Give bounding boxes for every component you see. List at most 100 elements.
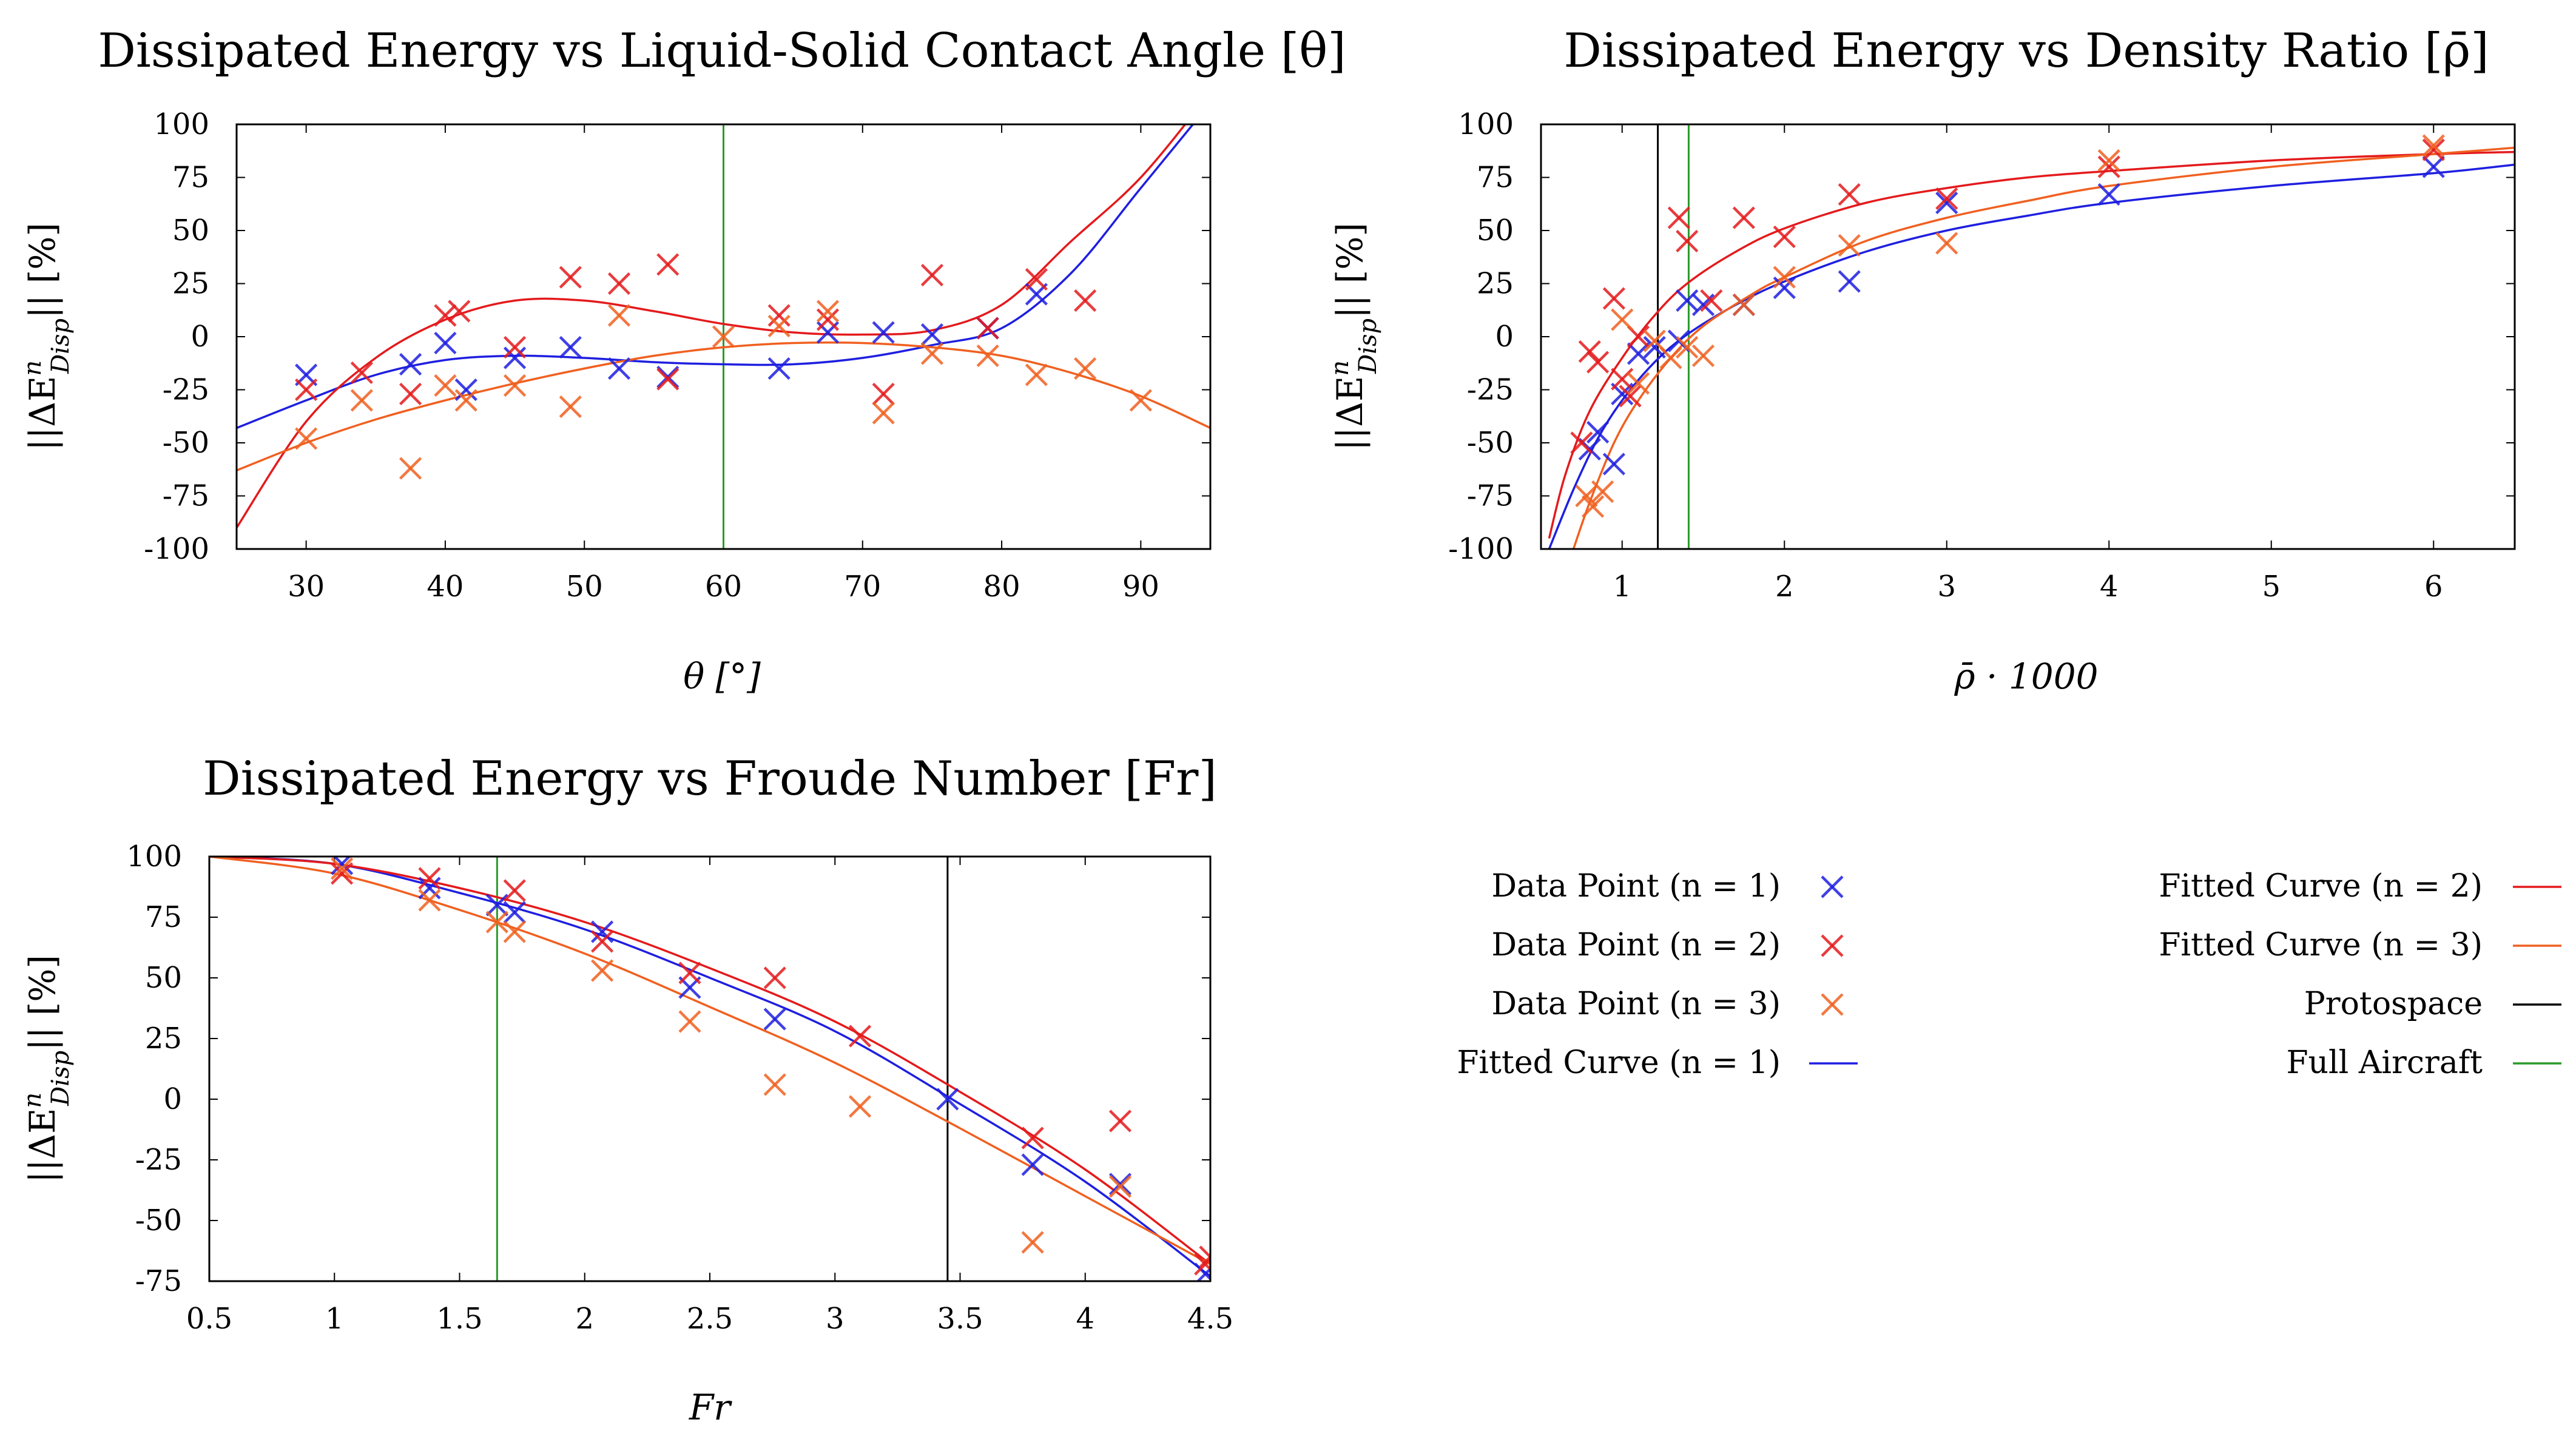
x-tick-label: 60 bbox=[705, 570, 742, 604]
y-tick-label: 50 bbox=[145, 961, 182, 995]
legend-label: Fitted Curve (n = 3) bbox=[2159, 927, 2483, 963]
legend-label: Fitted Curve (n = 1) bbox=[1457, 1045, 1781, 1081]
data-point-n2 bbox=[1025, 268, 1048, 291]
data-point-n3 bbox=[1575, 484, 1598, 508]
data-point-n2 bbox=[2097, 155, 2120, 178]
x-tick-label: 3.5 bbox=[937, 1302, 983, 1336]
data-point-n2 bbox=[1602, 287, 1625, 310]
data-point-n1 bbox=[2097, 183, 2120, 206]
data-point-n2 bbox=[872, 382, 895, 406]
fitted-curve-n1 bbox=[209, 857, 1210, 1278]
data-point-n1 bbox=[607, 357, 631, 380]
y-tick-label: -50 bbox=[1467, 426, 1514, 460]
legend-label: Data Point (n = 3) bbox=[1491, 986, 1781, 1022]
data-point-n2 bbox=[418, 867, 441, 890]
data-point-n1 bbox=[1108, 1173, 1132, 1196]
legend: Data Point (n = 1) Data Point (n = 2) Data… bbox=[1457, 868, 2561, 1081]
data-point-n3 bbox=[920, 342, 944, 365]
y-tick-label: 25 bbox=[1477, 267, 1514, 301]
data-point-n3 bbox=[503, 374, 527, 397]
data-point-n3 bbox=[1074, 357, 1097, 380]
data-point-n1 bbox=[399, 352, 422, 376]
data-point-n2 bbox=[1021, 1126, 1044, 1150]
y-tick-label: 100 bbox=[126, 840, 182, 874]
fitted-curve-n1 bbox=[237, 124, 1195, 429]
x-tick-label: 2 bbox=[1775, 570, 1794, 604]
data-point-n3 bbox=[767, 314, 791, 338]
data-point-n2 bbox=[399, 382, 422, 406]
y-tick-label: 25 bbox=[172, 267, 209, 301]
fitted-curve-n2 bbox=[209, 857, 1210, 1265]
x-tick-label: 2.5 bbox=[687, 1302, 733, 1336]
x-tick-label: 40 bbox=[427, 570, 464, 604]
data-point-n3 bbox=[763, 1073, 786, 1096]
data-point-n1 bbox=[559, 335, 582, 359]
data-point-n3 bbox=[1659, 346, 1682, 369]
legend-label: Protospace bbox=[2304, 986, 2483, 1022]
data-point-n1 bbox=[454, 378, 477, 402]
legend-marker-n2 bbox=[1821, 934, 1844, 957]
data-point-n1 bbox=[485, 894, 508, 917]
legend-marker-n1 bbox=[1821, 875, 1844, 898]
data-point-n2 bbox=[920, 263, 944, 287]
data-point-n1 bbox=[1935, 191, 1958, 215]
y-tick-label: 50 bbox=[172, 214, 209, 247]
data-point-n2 bbox=[1108, 1109, 1132, 1133]
data-point-n2 bbox=[976, 317, 999, 340]
data-point-n3 bbox=[331, 857, 354, 880]
y-tick-label: -50 bbox=[135, 1204, 182, 1237]
chart-froude-number: Dissipated Energy vs Froude Number [Fr] 0… bbox=[19, 752, 1233, 1428]
legend-label: Data Point (n = 1) bbox=[1491, 868, 1781, 904]
chart-title: Dissipated Energy vs Density Ratio [ρ̄] bbox=[1563, 24, 2489, 78]
data-point-n1 bbox=[1586, 420, 1610, 444]
data-point-n3 bbox=[1108, 1175, 1132, 1198]
x-tick-label: 80 bbox=[983, 570, 1020, 604]
legend-label: Data Point (n = 2) bbox=[1491, 927, 1781, 963]
data-point-n3 bbox=[1129, 389, 1152, 412]
data-point-n2 bbox=[816, 308, 840, 331]
data-point-n3 bbox=[559, 395, 582, 419]
data-point-n3 bbox=[1838, 234, 1861, 257]
y-axis-label: ||ΔEnDisp|| [%] bbox=[19, 223, 75, 451]
y-tick-label: -25 bbox=[163, 373, 209, 407]
x-axis-label: Fr bbox=[689, 1387, 732, 1428]
data-point-n3 bbox=[816, 300, 840, 323]
data-point-n2 bbox=[503, 335, 527, 359]
data-point-n3 bbox=[976, 344, 999, 368]
data-point-n2 bbox=[1074, 289, 1097, 312]
data-point-n3 bbox=[712, 325, 735, 348]
fitted-curve-n2 bbox=[1548, 150, 2515, 539]
plot-frame bbox=[208, 855, 1212, 1282]
y-tick-label: 25 bbox=[145, 1022, 182, 1056]
y-tick-label: 75 bbox=[1477, 161, 1514, 195]
legend-marker-n3 bbox=[1821, 993, 1844, 1016]
data-point-n3 bbox=[1611, 308, 1634, 331]
y-tick-label: 0 bbox=[191, 320, 209, 354]
x-tick-label: 30 bbox=[288, 570, 325, 604]
data-point-n3 bbox=[848, 1095, 872, 1118]
data-point-n1 bbox=[591, 920, 614, 943]
y-tick-label: 100 bbox=[153, 107, 209, 141]
plot-frame bbox=[235, 123, 1212, 550]
y-tick-label: -100 bbox=[144, 532, 209, 566]
data-point-n2 bbox=[1570, 431, 1593, 454]
x-tick-label: 4.5 bbox=[1187, 1302, 1233, 1336]
data-point-n3 bbox=[2422, 134, 2445, 157]
data-point-n2 bbox=[434, 304, 457, 327]
data-point-n1 bbox=[763, 1008, 786, 1031]
x-tick-label: 1 bbox=[1613, 570, 1631, 604]
data-point-n3 bbox=[1025, 363, 1048, 386]
y-tick-label: -25 bbox=[1467, 373, 1514, 407]
fitted-curve-n1 bbox=[1548, 163, 2515, 549]
data-point-n2 bbox=[848, 1025, 872, 1048]
data-point-n2 bbox=[591, 930, 614, 953]
data-point-n1 bbox=[920, 323, 944, 346]
data-point-n2 bbox=[767, 304, 791, 327]
y-tick-label: -75 bbox=[163, 479, 209, 513]
data-point-n2 bbox=[1619, 385, 1642, 408]
data-point-n3 bbox=[591, 959, 614, 982]
y-tick-label: -50 bbox=[163, 426, 209, 460]
data-point-n2 bbox=[1194, 1253, 1210, 1276]
x-tick-label: 50 bbox=[566, 570, 603, 604]
data-point-n1 bbox=[1691, 293, 1715, 317]
